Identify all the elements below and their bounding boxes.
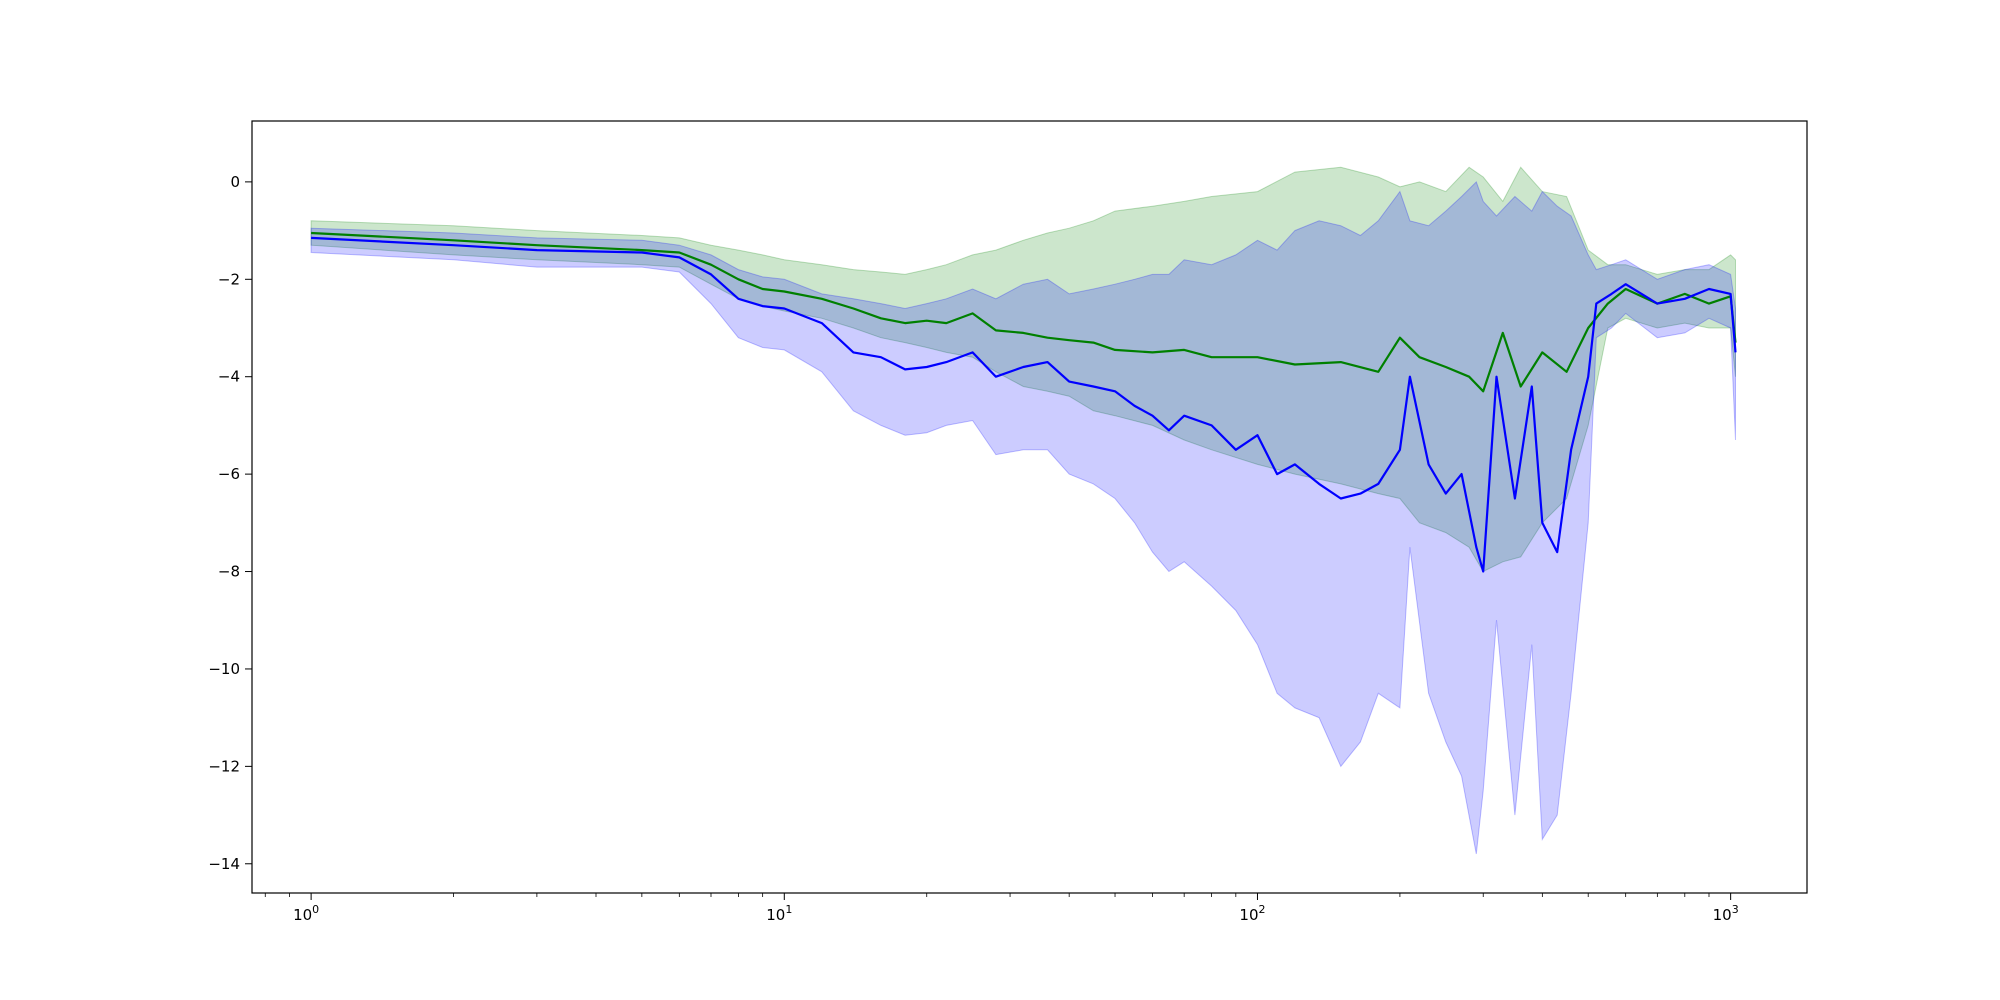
y-tick-label: −4 xyxy=(218,368,240,386)
y-tick-label: −14 xyxy=(208,855,240,873)
x-tick-label: 102 xyxy=(1239,903,1265,924)
series-1-line xyxy=(311,231,1737,393)
series-2-line xyxy=(311,236,1737,573)
y-tick-label: −12 xyxy=(208,757,240,775)
x-tick-label: 100 xyxy=(293,903,319,924)
y-tick-label: −10 xyxy=(208,660,240,678)
x-tick-label: 101 xyxy=(766,903,792,924)
series-1-band xyxy=(310,166,1736,573)
y-tick-label: 0 xyxy=(230,173,240,191)
y-tick-label: −2 xyxy=(218,270,240,288)
y-tick-label: −8 xyxy=(218,563,240,581)
confidence-bands xyxy=(310,166,1736,855)
series-2-band xyxy=(310,180,1736,855)
x-axis: 100 101 102 103 xyxy=(264,893,1739,924)
y-tick-label: −6 xyxy=(218,465,240,483)
series-lines xyxy=(311,231,1737,573)
x-tick-label: 103 xyxy=(1713,903,1739,924)
y-axis: 0 −2 −4 −6 −8 −10 −12 −14 xyxy=(208,173,252,873)
plot-frame xyxy=(251,120,1808,894)
